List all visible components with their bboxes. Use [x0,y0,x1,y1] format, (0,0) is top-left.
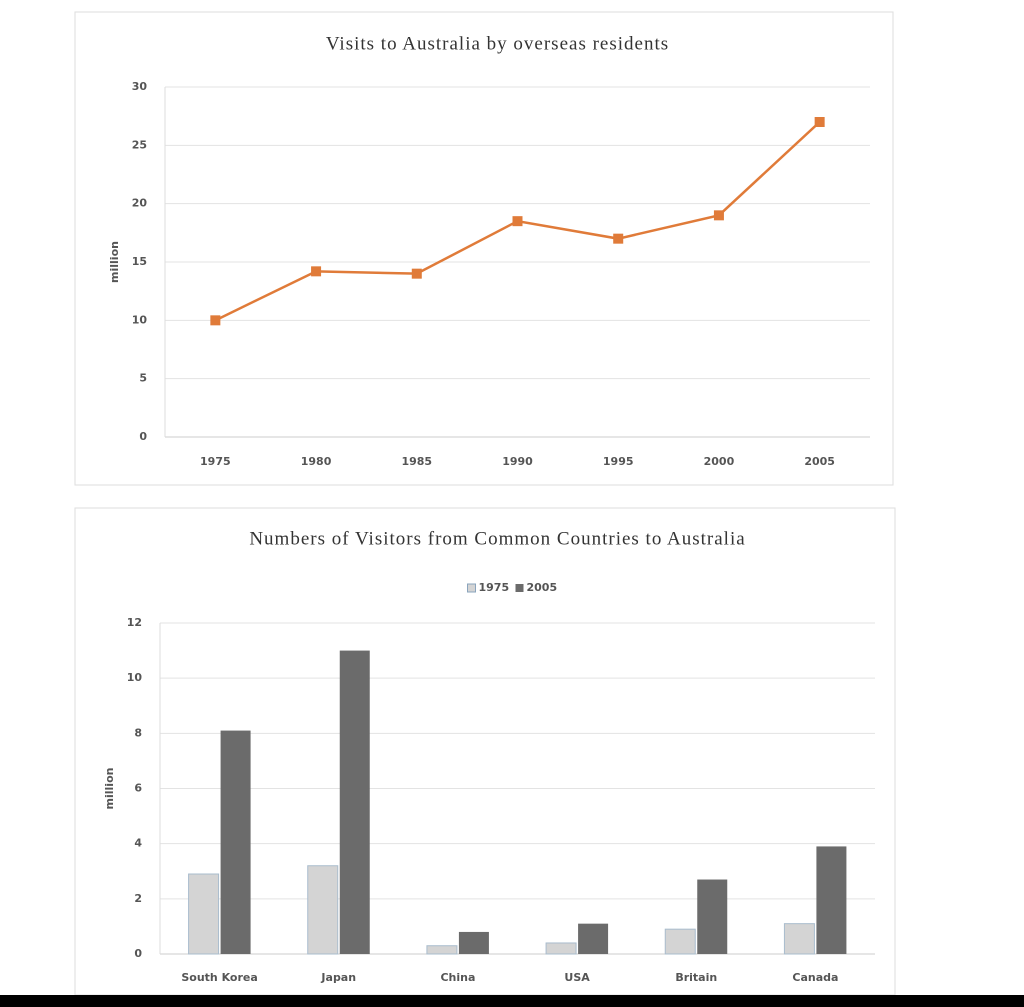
bar [307,865,339,955]
bar [697,879,728,954]
marker [613,233,624,244]
x-tick-label: 1980 [301,455,332,468]
marker [814,117,825,127]
bar [458,931,489,954]
y-tick-label: 30 [132,80,148,93]
bar [426,945,458,955]
y-tick-label: 10 [127,671,143,684]
x-tick-label: Canada [792,971,838,984]
x-tick-label: 1975 [200,455,231,468]
marker [210,315,221,326]
legend-swatch [515,584,524,592]
x-tick-label: 1995 [603,455,634,468]
chart-title: Numbers of Visitors from Common Countrie… [249,528,745,549]
x-tick-label: South Korea [181,971,257,984]
legend-label: 1975 [479,581,510,594]
y-tick-label: 10 [132,313,148,326]
x-tick-label: 2000 [704,455,735,468]
y-tick-label: 0 [139,430,147,443]
y-tick-label: 25 [132,138,147,151]
x-tick-label: China [440,971,475,984]
bar [783,923,815,955]
bottom-bar [0,995,1024,1007]
bar [188,873,220,955]
chart-title: Visits to Australia by overseas resident… [326,33,669,54]
x-tick-label: 1985 [401,455,432,468]
x-tick-label: Japan [320,971,356,984]
y-tick-label: 2 [134,892,142,905]
y-tick-label: 6 [134,782,142,795]
y-tick-label: 12 [127,616,142,629]
marker [713,210,724,221]
marker [311,266,322,277]
marker [411,268,422,279]
chart-frame [74,11,894,486]
legend-swatch [467,583,476,593]
bar [220,730,251,954]
bar [545,942,577,955]
x-tick-label: 1990 [502,455,533,468]
y-tick-label: 5 [139,372,147,385]
x-tick-label: USA [564,971,590,984]
x-tick-label: 2005 [804,455,835,468]
y-tick-label: 8 [134,726,142,739]
y-axis-label: million [103,768,116,810]
bar [816,846,847,954]
y-tick-label: 4 [134,837,142,850]
bar [339,650,370,954]
y-tick-label: 15 [132,255,147,268]
legend-label: 2005 [527,581,558,594]
bar [578,923,609,954]
y-axis-label: million [108,241,121,283]
marker [512,216,523,227]
x-tick-label: Britain [675,971,717,984]
y-tick-label: 0 [134,947,142,960]
bar [664,928,696,955]
y-tick-label: 20 [132,197,148,210]
